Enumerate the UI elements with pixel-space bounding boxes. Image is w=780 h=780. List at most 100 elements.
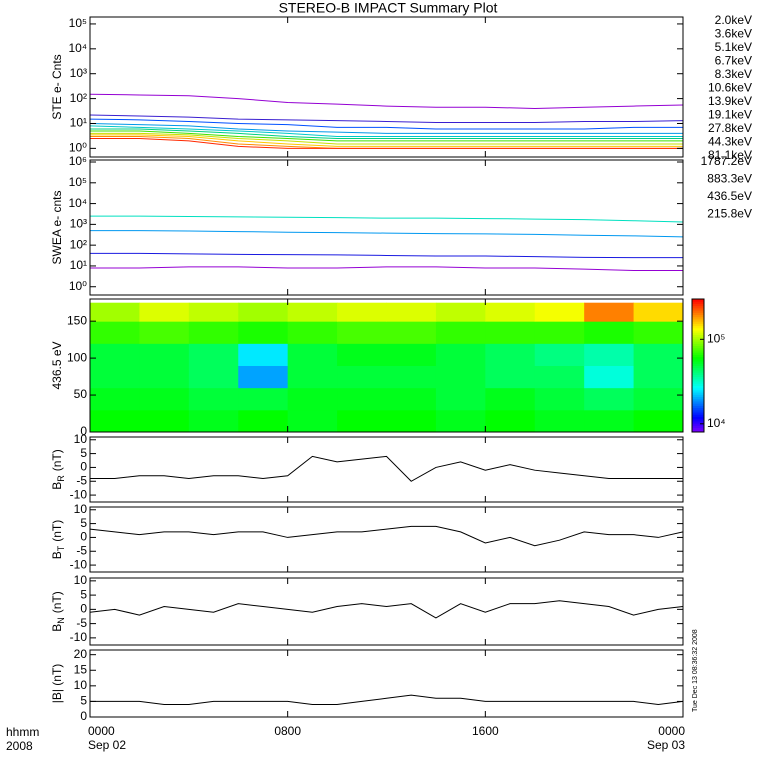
- date-label: Sep 02: [88, 738, 126, 752]
- heat-cell: [584, 409, 635, 433]
- y-axis-label-sub: T: [56, 545, 66, 551]
- colorbar-swatch: [692, 352, 704, 355]
- heat-cell: [238, 365, 289, 389]
- heat-cell: [287, 409, 338, 433]
- colorbar-swatch: [692, 310, 704, 313]
- heat-cell: [386, 302, 437, 322]
- series-line: [90, 455, 683, 482]
- series-line: [89, 600, 684, 619]
- colorbar-swatch: [692, 387, 704, 391]
- colorbar-swatch: [692, 365, 704, 369]
- y-axis-label: 436.5 eV: [50, 341, 64, 389]
- heat-cell: [287, 302, 338, 322]
- timestamp: Tue Dec 13 08:36:32 2008: [692, 629, 699, 712]
- y-tick-label: 0: [80, 530, 87, 544]
- series-line: [90, 215, 684, 223]
- heat-cell: [90, 409, 140, 433]
- colorbar-swatch: [692, 321, 704, 324]
- heat-cell: [337, 321, 387, 344]
- heat-cell: [337, 387, 387, 411]
- y-tick-label: 10¹: [70, 116, 87, 130]
- series-line: [90, 252, 683, 259]
- colorbar-swatch: [692, 332, 704, 335]
- y-tick-label: 10¹: [70, 258, 87, 272]
- y-tick-label: 10: [74, 502, 88, 516]
- heat-cell: [485, 365, 536, 389]
- heat-cell: [337, 365, 387, 389]
- heat-cell: [238, 321, 289, 344]
- y-axis-label-text: B: [50, 551, 64, 559]
- panel-frame: [89, 577, 684, 646]
- colorbar-frame: [691, 298, 705, 433]
- x-axis-label: hhmm: [6, 725, 39, 739]
- series-line: [89, 525, 684, 547]
- y-tick-label: 50: [74, 387, 88, 401]
- y-axis-label: BT (nT): [50, 520, 66, 560]
- heat-cell: [238, 343, 289, 366]
- heat-cell: [337, 343, 387, 366]
- colorbar-swatch: [692, 412, 704, 415]
- heat-cell: [584, 343, 635, 366]
- y-tick-label: 20: [74, 647, 88, 661]
- colorbar-swatch: [692, 330, 704, 333]
- heat-cell: [287, 365, 338, 389]
- heat-cell: [633, 343, 684, 366]
- y-axis-label-text: |B| (nT): [50, 664, 64, 704]
- heat-cell: [188, 387, 239, 411]
- colorbar-swatch: [692, 338, 704, 342]
- y-tick-label: -10: [70, 630, 88, 644]
- legend-entry: 27.8keV: [708, 121, 752, 135]
- heat-cell: [287, 321, 338, 344]
- panel-frame: [89, 16, 684, 158]
- colorbar-swatch: [692, 301, 704, 304]
- heat-cell: [534, 409, 585, 433]
- heat-cell: [534, 343, 585, 366]
- panel-frame: [89, 506, 684, 573]
- series-line: [90, 137, 683, 149]
- x-tick-label: 0000: [658, 724, 685, 738]
- heat-cell: [534, 302, 585, 322]
- colorbar-tick-label: 10⁵: [707, 331, 725, 345]
- colorbar-tick-label: 10⁴: [707, 416, 726, 430]
- colorbar-swatch: [692, 409, 704, 413]
- y-tick-label: 10⁶: [69, 154, 87, 168]
- heat-cell: [139, 343, 190, 366]
- heat-cell: [90, 365, 140, 389]
- heat-cell: [287, 343, 338, 366]
- colorbar-swatch: [692, 385, 704, 389]
- heat-cell: [238, 387, 289, 411]
- colorbar-swatch: [692, 358, 704, 362]
- y-tick-label: 10⁴: [68, 41, 87, 55]
- colorbar-swatch: [692, 396, 704, 400]
- colorbar-swatch: [692, 414, 704, 417]
- colorbar-swatch: [692, 325, 704, 329]
- x-tick-label: 1600: [472, 724, 499, 738]
- legend-entry: 2.0keV: [715, 13, 752, 27]
- heat-cell: [337, 409, 387, 433]
- colorbar-swatch: [692, 299, 704, 302]
- heat-cell: [435, 387, 486, 411]
- colorbar-swatch: [692, 307, 704, 311]
- series-line: [90, 132, 683, 145]
- heat-cell: [90, 321, 140, 344]
- y-axis-label: SWEA e- cnts: [50, 190, 64, 264]
- y-axis-label-unit: (nT): [50, 520, 64, 542]
- heat-cell: [633, 321, 684, 344]
- y-tick-label: 5: [80, 587, 87, 601]
- colorbar-swatch: [692, 363, 704, 366]
- colorbar-swatch: [692, 392, 704, 395]
- y-tick-label: 10²: [70, 91, 87, 105]
- heat-cell: [139, 409, 190, 433]
- heat-cell: [435, 365, 486, 389]
- colorbar-swatch: [692, 403, 704, 406]
- y-tick-label: -10: [70, 557, 88, 571]
- heat-cell: [435, 321, 486, 344]
- legend-entry: 44.3keV: [708, 135, 752, 149]
- year-label: 2008: [6, 739, 33, 753]
- heat-cell: [584, 387, 635, 411]
- colorbar-swatch: [692, 416, 704, 420]
- panel-frame: [89, 649, 684, 718]
- y-tick-label: 10⁰: [69, 279, 87, 293]
- legend-entry: 8.3keV: [715, 67, 752, 81]
